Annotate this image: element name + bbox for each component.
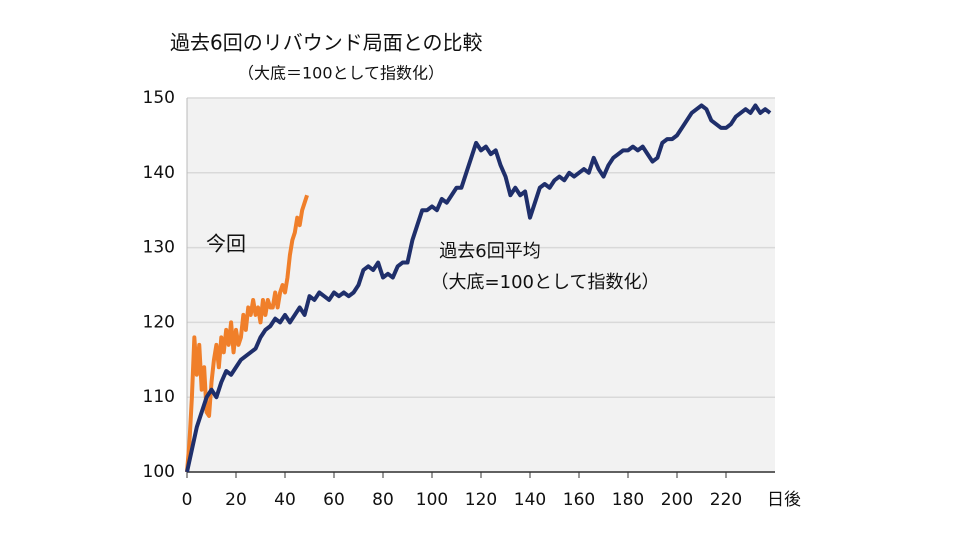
x-tick-label: 60 [323, 490, 345, 510]
x-tick-label: 180 [612, 490, 644, 510]
chart-subtitle: （大底＝100として指数化） [238, 64, 444, 83]
y-tick-label: 110 [143, 387, 175, 407]
x-tick-label: 200 [661, 490, 693, 510]
x-tick-label: 220 [710, 490, 742, 510]
y-tick-label: 150 [143, 88, 175, 108]
chart-title: 過去6回のリバウンド局面との比較 [170, 31, 483, 55]
series-label: 過去6回平均 [439, 241, 540, 262]
y-tick-label: 130 [143, 238, 175, 258]
x-tick-label: 20 [225, 490, 247, 510]
x-tick-label: 80 [372, 490, 394, 510]
y-tick-label: 120 [143, 312, 175, 332]
x-tick-label: 100 [416, 490, 448, 510]
series-line [185, 103, 772, 473]
x-axis-label: 日後 [767, 490, 801, 510]
annotation: （大底=100として指数化） [431, 272, 660, 293]
x-tick-label: 120 [465, 490, 497, 510]
series-label: 今回 [206, 232, 246, 256]
x-tick-label: 160 [563, 490, 595, 510]
series-line [185, 194, 309, 473]
y-tick-label: 100 [143, 462, 175, 482]
y-tick-label: 140 [143, 163, 175, 183]
x-tick-label: 0 [182, 490, 193, 510]
x-tick-label: 140 [514, 490, 546, 510]
x-tick-label: 40 [274, 490, 296, 510]
